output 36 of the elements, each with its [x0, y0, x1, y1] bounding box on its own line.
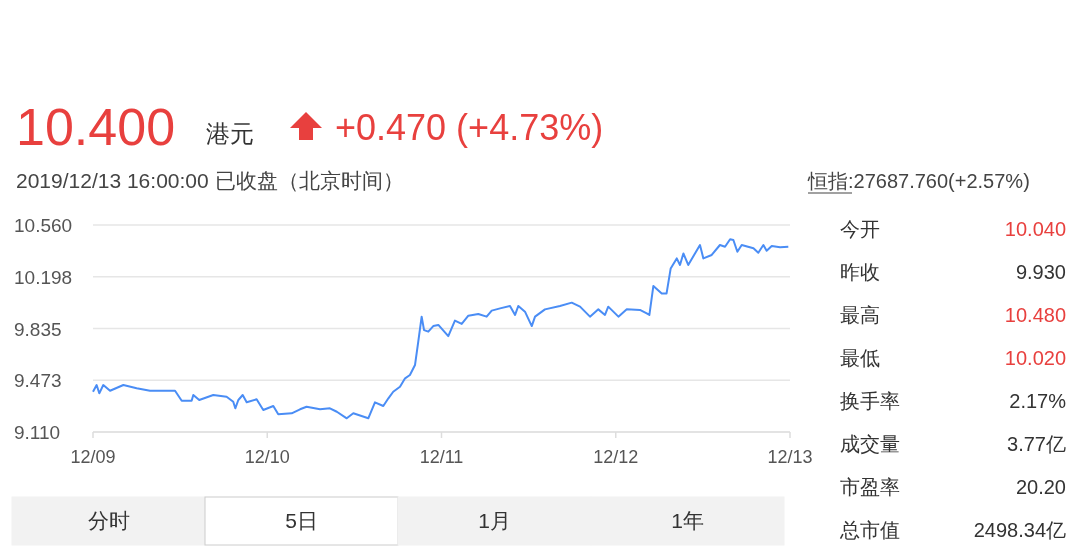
text: 成交量 [840, 433, 900, 455]
text: 10.040 [1004, 218, 1066, 240]
text: 10.020 [1004, 347, 1066, 369]
text: 昨收 [840, 261, 880, 283]
y-tick-label: 9.473 [14, 370, 62, 392]
x-tick-label: 12/12 [593, 447, 639, 467]
y-tick-label: 9.835 [14, 318, 62, 340]
text: +0.470 (+4.73%) [335, 107, 604, 148]
text: 5日 [285, 509, 318, 532]
text: 20.20 [1015, 476, 1066, 498]
text: 1年 [671, 509, 704, 532]
line-series [92, 238, 790, 420]
text: 2.17% [1009, 390, 1067, 412]
x-tick-label: 12/10 [244, 447, 290, 467]
text: 3.77亿 [1007, 433, 1066, 455]
text: 换手率 [840, 390, 900, 412]
text: 1月 [478, 509, 511, 532]
chart-title: 10.400 [16, 98, 176, 156]
x-tick-label: 12/09 [70, 447, 116, 467]
x-tick-label: 12/11 [419, 447, 464, 467]
text: 10.480 [1004, 304, 1066, 326]
text: 恒指:27687.760(+2.57%) [807, 170, 1030, 192]
y-tick-label: 9.110 [14, 422, 61, 443]
chart-subtitle: 2019/12/13 16:00:00 已收盘（北京时间） [16, 169, 404, 192]
text: 市盈率 [840, 476, 900, 498]
text: 总市值 [839, 519, 900, 541]
text: 最高 [840, 304, 880, 326]
y-tick-label: 10.560 [14, 215, 73, 236]
text: 9.930 [1015, 261, 1066, 283]
text: 2498.34亿 [973, 519, 1066, 541]
text: 分时 [87, 509, 130, 532]
text: 今开 [840, 218, 880, 240]
y-tick-label: 10.198 [14, 266, 73, 288]
x-tick-label: 12/13 [767, 447, 813, 467]
text: 港元 [206, 120, 254, 147]
text: 最低 [840, 347, 880, 369]
